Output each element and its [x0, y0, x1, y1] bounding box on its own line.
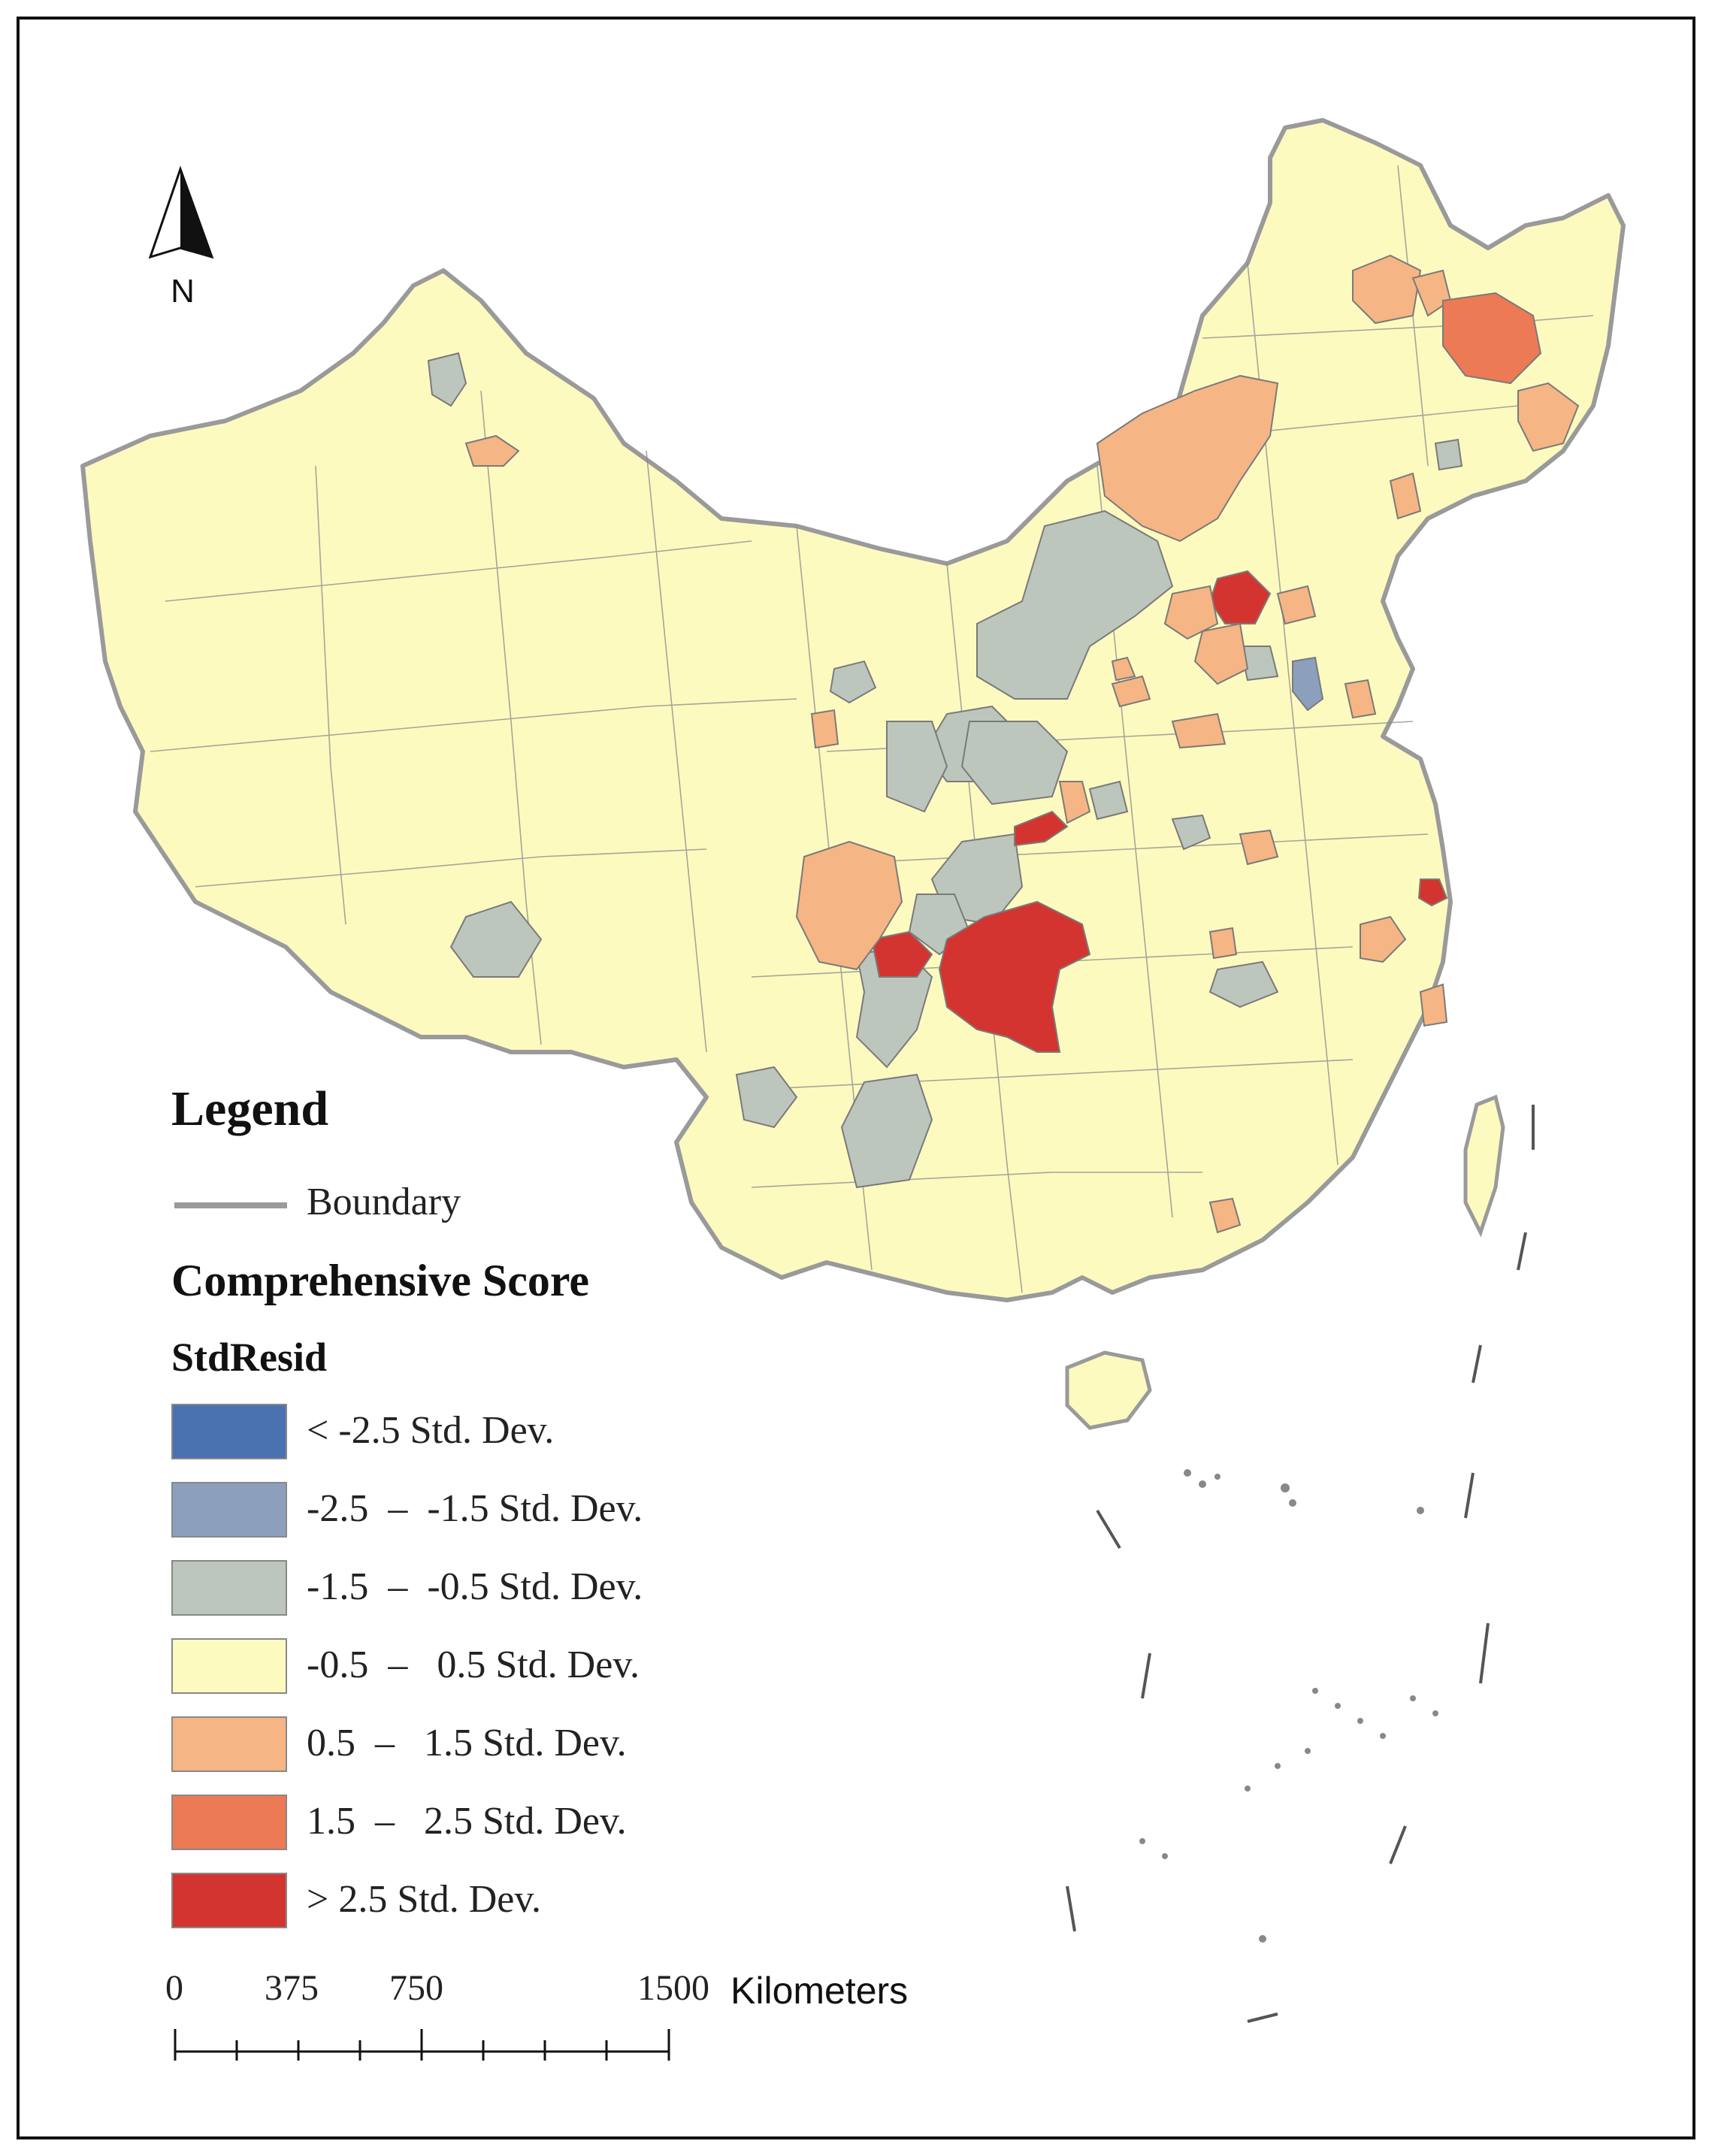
legend-layer-name: Comprehensive Score — [171, 1256, 590, 1305]
legend-class-label: -0.5 – 0.5 Std. Dev. — [307, 1643, 640, 1686]
region-salmon-12 — [1058, 781, 1091, 824]
region-grey-15 — [1208, 960, 1279, 1008]
region-grey-9 — [735, 1066, 798, 1129]
legend-class-row: -2.5 – -1.5 Std. Dev. — [171, 1482, 773, 1542]
legend-swatch — [171, 1638, 287, 1694]
choropleth-regions — [427, 254, 1580, 1234]
region-salmon-1 — [1096, 374, 1279, 543]
region-red-shanghai — [1417, 878, 1448, 907]
legend-class-label: > 2.5 Std. Dev. — [307, 1878, 541, 1921]
region-salmon-15 — [1419, 983, 1448, 1027]
region-salmon-20 — [1111, 656, 1136, 682]
legend-swatch — [171, 1873, 287, 1928]
region-orange-harbin — [1442, 292, 1542, 385]
scale-tick-0: 0 — [165, 1968, 183, 2008]
north-label: N — [171, 273, 195, 310]
legend-swatch — [171, 1404, 287, 1459]
legend-class-row: > 2.5 Std. Dev. — [171, 1873, 773, 1933]
legend-class-label: -1.5 – -0.5 Std. Dev. — [307, 1565, 643, 1608]
region-grey-8 — [840, 1073, 933, 1189]
legend-field-name: StdResid — [171, 1335, 328, 1380]
legend-class-row: 0.5 – 1.5 Std. Dev. — [171, 1716, 773, 1777]
region-salmon-13 — [810, 709, 839, 749]
region-red-chengdu — [870, 930, 933, 978]
region-grey-3 — [960, 721, 1069, 806]
region-grey-10 — [449, 900, 543, 978]
region-salmon-2 — [1352, 254, 1422, 325]
region-grey-13 — [1171, 814, 1211, 851]
region-blue-1 — [1292, 656, 1324, 712]
region-salmon-5 — [1389, 472, 1422, 520]
region-grey-11 — [427, 352, 467, 407]
legend-swatch — [171, 1795, 287, 1850]
legend-class-row: -1.5 – -0.5 Std. Dev. — [171, 1560, 773, 1620]
scale-tick-1500: 1500 — [637, 1968, 709, 2008]
hainan-island — [1065, 1350, 1152, 1430]
region-grey-12 — [829, 660, 877, 704]
legend-class-label: < -2.5 Std. Dev. — [307, 1409, 555, 1452]
legend-title: Legend — [171, 1081, 329, 1136]
region-salmon-7 — [1193, 622, 1249, 685]
region-salmon-9 — [1111, 675, 1151, 708]
region-salmon-4 — [1517, 382, 1580, 452]
region-salmon-10 — [1171, 712, 1227, 749]
legend-swatch — [171, 1560, 287, 1616]
map-frame — [17, 17, 1695, 2139]
region-salmon-17 — [1239, 829, 1279, 866]
region-grey-4 — [886, 721, 948, 813]
legend-class-row: < -2.5 Std. Dev. — [171, 1404, 773, 1464]
scale-tick-750: 750 — [389, 1968, 443, 2008]
legend-swatch — [171, 1482, 287, 1538]
legend-class-label: 1.5 – 2.5 Std. Dev. — [307, 1800, 627, 1843]
region-grey-14 — [1088, 780, 1129, 821]
legend-class-row: -0.5 – 0.5 Std. Dev. — [171, 1638, 773, 1698]
region-salmon-18 — [1208, 1197, 1242, 1234]
region-salmon-16 — [1208, 927, 1238, 960]
north-arrow: N — [148, 165, 214, 310]
boundary-label: Boundary — [307, 1181, 461, 1223]
scale-bar — [174, 2029, 670, 2061]
region-grey-1 — [976, 510, 1174, 700]
scale-unit: Kilometers — [730, 1970, 909, 2012]
legend-class-label: 0.5 – 1.5 Std. Dev. — [307, 1722, 627, 1764]
region-salmon-14 — [1360, 915, 1407, 963]
scale-tick-375: 375 — [265, 1968, 319, 2008]
region-boundaries — [150, 165, 1594, 1293]
legend-class-label: -2.5 – -1.5 Std. Dev. — [307, 1487, 643, 1530]
region-salmon-19 — [464, 434, 520, 467]
region-salmon-8 — [1276, 585, 1317, 625]
region-grey-16 — [1434, 438, 1463, 471]
region-salmon-11 — [795, 840, 903, 971]
legend-class-row: 1.5 – 2.5 Std. Dev. — [171, 1795, 773, 1855]
region-red-xian — [1014, 810, 1069, 847]
legend-swatch — [171, 1716, 287, 1772]
taiwan-island — [1463, 1094, 1505, 1238]
region-red-chongqing — [938, 900, 1091, 1053]
region-salmon-21 — [1344, 679, 1377, 719]
boundary-swatch — [174, 1202, 287, 1208]
south-sea-dashes — [1066, 1105, 1535, 2023]
south-sea-islands — [1139, 1469, 1438, 1943]
